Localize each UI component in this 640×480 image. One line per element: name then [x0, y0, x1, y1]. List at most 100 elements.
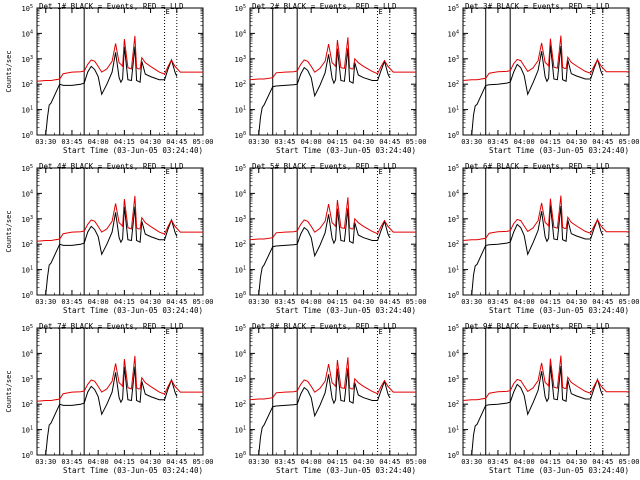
y-tick-label: 100: [22, 131, 33, 140]
x-axis-label: Start Time (03-Jun-05 03:24:40): [63, 306, 203, 315]
y-tick-label: 102: [22, 80, 33, 89]
detector-panel-7: 100 101 102 103 104 105 03:30 03:45 04:00 04:15 04…: [5, 322, 213, 475]
y-tick-label: 105: [22, 4, 33, 13]
x-tick-label: 05:00: [192, 458, 213, 466]
series-lld: [462, 355, 629, 401]
series-events: [463, 364, 604, 456]
y-tick-label: 104: [448, 189, 459, 198]
y-tick-label: 105: [448, 4, 459, 13]
x-tick-label: 05:00: [618, 138, 639, 146]
y-tick-label: 102: [22, 400, 33, 409]
x-tick-label: 05:00: [405, 138, 426, 146]
detector-panel-5: 100 101 102 103 104 105 03:30 03:45 04:00 04:15 04…: [235, 162, 426, 315]
x-tick-label: 05:00: [405, 458, 426, 466]
x-tick-label: 04:00: [88, 458, 109, 466]
y-tick-label: 105: [235, 324, 246, 333]
y-tick-label: 101: [22, 426, 33, 435]
panel-title: Det 8# BLACK = Events, RED = LLD: [252, 322, 397, 331]
y-tick-label: 104: [235, 349, 246, 358]
x-axis-label: Start Time (03-Jun-05 03:24:40): [276, 466, 416, 475]
series-events: [250, 368, 391, 456]
y-tick-label: 105: [448, 324, 459, 333]
x-tick-label: 04:15: [540, 138, 561, 146]
x-tick-label: 05:00: [618, 458, 639, 466]
y-tick-label: 104: [22, 189, 33, 198]
y-tick-label: 104: [235, 29, 246, 38]
y-tick-label: 105: [22, 324, 33, 333]
x-tick-label: 04:45: [592, 138, 613, 146]
series-events: [37, 46, 178, 136]
y-tick-label: 104: [448, 29, 459, 38]
x-tick-label: 04:15: [327, 138, 348, 146]
y-tick-label: 101: [22, 106, 33, 115]
panel-title: Det 5# BLACK = Events, RED = LLD: [252, 162, 397, 171]
y-tick-label: 101: [448, 426, 459, 435]
x-tick-label: 03:30: [35, 298, 56, 306]
y-tick-label: 102: [235, 240, 246, 249]
x-tick-label: 03:30: [461, 138, 482, 146]
series-events: [37, 206, 178, 296]
y-tick-label: 104: [448, 349, 459, 358]
x-tick-label: 04:30: [353, 138, 374, 146]
x-tick-label: 03:30: [248, 138, 269, 146]
x-tick-label: 03:30: [461, 298, 482, 306]
plot-frame: [462, 7, 630, 136]
panel-title: Det 1# BLACK = Events, RED = LLD: [39, 2, 184, 11]
x-tick-label: 04:15: [114, 138, 135, 146]
x-tick-label: 04:15: [327, 298, 348, 306]
y-tick-label: 102: [235, 400, 246, 409]
y-tick-label: 101: [22, 266, 33, 275]
x-tick-label: 04:00: [88, 298, 109, 306]
plot-frame: [36, 7, 204, 136]
y-tick-label: 101: [235, 426, 246, 435]
y-tick-label: 105: [22, 164, 33, 173]
y-axis-label: Counts/sec: [5, 210, 13, 252]
x-tick-label: 05:00: [192, 298, 213, 306]
y-tick-label: 100: [22, 451, 33, 460]
x-tick-label: 04:15: [114, 298, 135, 306]
x-tick-label: 04:45: [166, 458, 187, 466]
y-tick-label: 100: [448, 451, 459, 460]
x-axis-label: Start Time (03-Jun-05 03:24:40): [489, 466, 629, 475]
panel-title: Det 7# BLACK = Events, RED = LLD: [39, 322, 184, 331]
x-tick-label: 04:00: [301, 138, 322, 146]
e-marker-label: E: [379, 328, 383, 336]
x-tick-label: 04:45: [379, 138, 400, 146]
x-tick-label: 03:45: [487, 458, 508, 466]
x-tick-label: 03:45: [274, 458, 295, 466]
x-tick-label: 04:00: [88, 138, 109, 146]
x-tick-label: 03:45: [61, 298, 82, 306]
x-axis-label: Start Time (03-Jun-05 03:24:40): [489, 306, 629, 315]
x-tick-label: 03:45: [61, 458, 82, 466]
x-tick-label: 04:00: [301, 298, 322, 306]
e-marker-label: E: [166, 328, 170, 336]
e-marker-label: E: [379, 8, 383, 16]
plot-frame: [36, 327, 204, 456]
x-axis-label: Start Time (03-Jun-05 03:24:40): [276, 146, 416, 155]
y-tick-label: 101: [235, 106, 246, 115]
e-marker-label: E: [379, 168, 383, 176]
y-tick-label: 105: [235, 164, 246, 173]
panel-title: Det 9# BLACK = Events, RED = LLD: [465, 322, 610, 331]
panel-title: Det 4# BLACK = Events, RED = LLD: [39, 162, 184, 171]
x-tick-label: 03:45: [274, 138, 295, 146]
y-tick-label: 103: [22, 215, 33, 224]
y-tick-label: 102: [448, 80, 459, 89]
y-tick-label: 100: [448, 131, 459, 140]
y-tick-label: 102: [235, 80, 246, 89]
y-tick-label: 103: [448, 375, 459, 384]
series-lld: [462, 35, 629, 81]
y-tick-label: 102: [448, 240, 459, 249]
y-tick-label: 103: [22, 375, 33, 384]
x-tick-label: 04:15: [114, 458, 135, 466]
x-tick-label: 03:30: [248, 298, 269, 306]
detector-panel-3: 100 101 102 103 104 105 03:30 03:45 04:00 04:15 04…: [448, 2, 639, 155]
x-tick-label: 04:45: [166, 298, 187, 306]
series-lld: [36, 35, 203, 82]
y-tick-label: 103: [235, 215, 246, 224]
e-marker-label: E: [592, 168, 596, 176]
x-tick-label: 04:30: [140, 138, 161, 146]
y-tick-label: 102: [448, 400, 459, 409]
x-axis-label: Start Time (03-Jun-05 03:24:40): [489, 146, 629, 155]
series-lld: [249, 197, 416, 241]
